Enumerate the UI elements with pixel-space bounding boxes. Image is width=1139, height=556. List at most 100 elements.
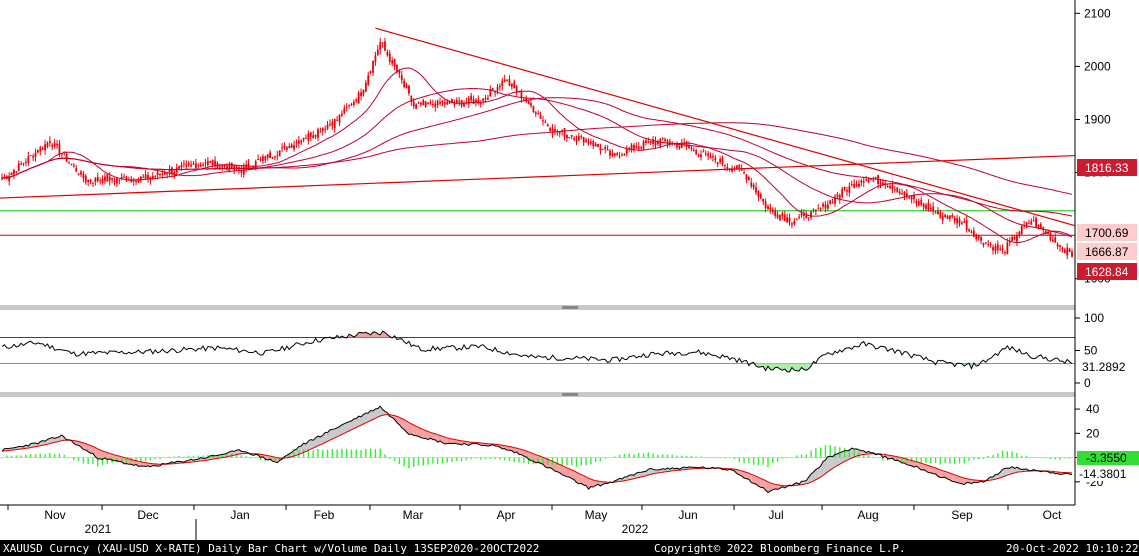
- candle-body: [649, 141, 652, 143]
- macd-histogram-bar: [767, 457, 769, 468]
- x-month-label: Mar: [403, 508, 424, 522]
- price-value-tag-label: 1628.84: [1085, 265, 1129, 279]
- candle-body: [685, 141, 688, 147]
- candle-body: [144, 174, 147, 179]
- candle-body: [166, 173, 169, 175]
- candle-body: [664, 139, 666, 141]
- macd-histogram-bar: [934, 457, 937, 463]
- candle-body: [920, 199, 923, 205]
- candle-body: [506, 80, 508, 82]
- macd-histogram-bar: [278, 457, 281, 460]
- macd-fill-segment: [626, 475, 630, 481]
- macd-fill-segment: [655, 469, 658, 474]
- candle-body: [479, 103, 482, 105]
- macd-fill-segment: [334, 427, 338, 438]
- macd-histogram-bar: [432, 457, 434, 464]
- candle-body: [865, 179, 868, 181]
- candle-body: [570, 134, 573, 137]
- candle-body: [683, 142, 686, 145]
- candle-body: [1013, 236, 1016, 240]
- candle-body: [276, 155, 279, 157]
- macd-histogram-bar: [456, 457, 458, 461]
- macd-fill-segment: [830, 456, 833, 471]
- macd-fill-segment: [315, 436, 318, 447]
- candle-body: [779, 215, 781, 221]
- candle-body: [142, 176, 145, 178]
- macd-histogram-bar: [575, 457, 578, 467]
- macd-fill-segment: [564, 466, 567, 477]
- candle-body: [898, 191, 901, 194]
- rsi-line: [1, 330, 1073, 373]
- panel-separator-grip[interactable]: [562, 306, 578, 309]
- candle-body: [111, 177, 114, 180]
- macd-histogram-bar: [30, 454, 32, 458]
- candle-body: [814, 209, 817, 212]
- price-tick-label: 1900: [1084, 112, 1111, 126]
- candle-body: [223, 165, 226, 167]
- macd-fill-segment: [758, 477, 761, 488]
- macd-histogram-bar: [101, 457, 104, 466]
- macd-fill-segment: [76, 441, 79, 446]
- macd-histogram-bar: [781, 457, 784, 459]
- macd-fill-segment: [576, 472, 579, 484]
- macd-fill-segment: [310, 439, 314, 450]
- macd-histogram-bar: [293, 452, 295, 458]
- macd-histogram-bar: [216, 454, 219, 458]
- price-tick-label: 2100: [1084, 6, 1111, 20]
- candle-body: [582, 137, 585, 143]
- candle-body: [350, 103, 353, 106]
- macd-histogram-bar: [135, 457, 137, 461]
- macd-fill-segment: [937, 468, 941, 478]
- footer-timestamp: 20-Oct-2022 10:10:22: [1006, 542, 1138, 555]
- candle-body: [250, 167, 252, 169]
- macd-histogram-bar: [25, 454, 27, 458]
- macd-histogram-bar: [743, 457, 745, 464]
- macd-fill-segment: [452, 438, 455, 444]
- candle-body: [135, 181, 137, 183]
- candle-body: [850, 184, 853, 186]
- macd-fill-segment: [566, 467, 570, 478]
- macd-histogram-bar: [920, 457, 922, 464]
- macd-fill-segment: [361, 414, 364, 426]
- candle-body: [496, 86, 499, 91]
- candle-body: [1056, 244, 1059, 247]
- macd-histogram-bar: [810, 450, 812, 458]
- panel-separator[interactable]: [0, 305, 1075, 310]
- macd-fill-segment: [442, 436, 445, 444]
- macd-histogram-bar: [465, 457, 468, 461]
- candle-body: [1044, 231, 1047, 235]
- candle-body: [704, 153, 707, 155]
- macd-histogram-bar: [867, 455, 870, 458]
- candle-body: [958, 219, 961, 224]
- candle-body: [1035, 217, 1037, 228]
- macd-histogram-bar: [647, 452, 650, 458]
- panel-separator-grip[interactable]: [562, 393, 578, 396]
- candle-body: [96, 176, 99, 182]
- macd-histogram-bar: [173, 456, 176, 458]
- candle-body: [463, 103, 465, 107]
- candle-body: [341, 113, 343, 116]
- macd-fill-segment: [600, 481, 603, 486]
- candle-body: [398, 70, 401, 74]
- candle-body: [429, 102, 432, 104]
- candle-body: [410, 96, 413, 102]
- macd-histogram-bar: [638, 452, 640, 458]
- macd-histogram-bar: [159, 457, 161, 460]
- candle-body: [1030, 221, 1033, 225]
- candle-body: [841, 188, 844, 197]
- candle-body: [594, 143, 597, 147]
- price-value-tag: [1077, 224, 1137, 241]
- candle-body: [3, 176, 6, 178]
- candle-body: [183, 163, 185, 165]
- macd-fill-segment: [97, 448, 101, 460]
- panel-separator[interactable]: [0, 392, 1075, 397]
- candle-body: [290, 144, 293, 149]
- candle-body: [915, 201, 918, 203]
- candle-body: [271, 157, 274, 159]
- candle-body: [178, 166, 181, 169]
- candle-body: [262, 156, 264, 162]
- candle-body: [352, 101, 355, 105]
- macd-histogram-bar: [178, 455, 180, 458]
- candle-body: [652, 139, 654, 144]
- macd-histogram-bar: [302, 449, 305, 458]
